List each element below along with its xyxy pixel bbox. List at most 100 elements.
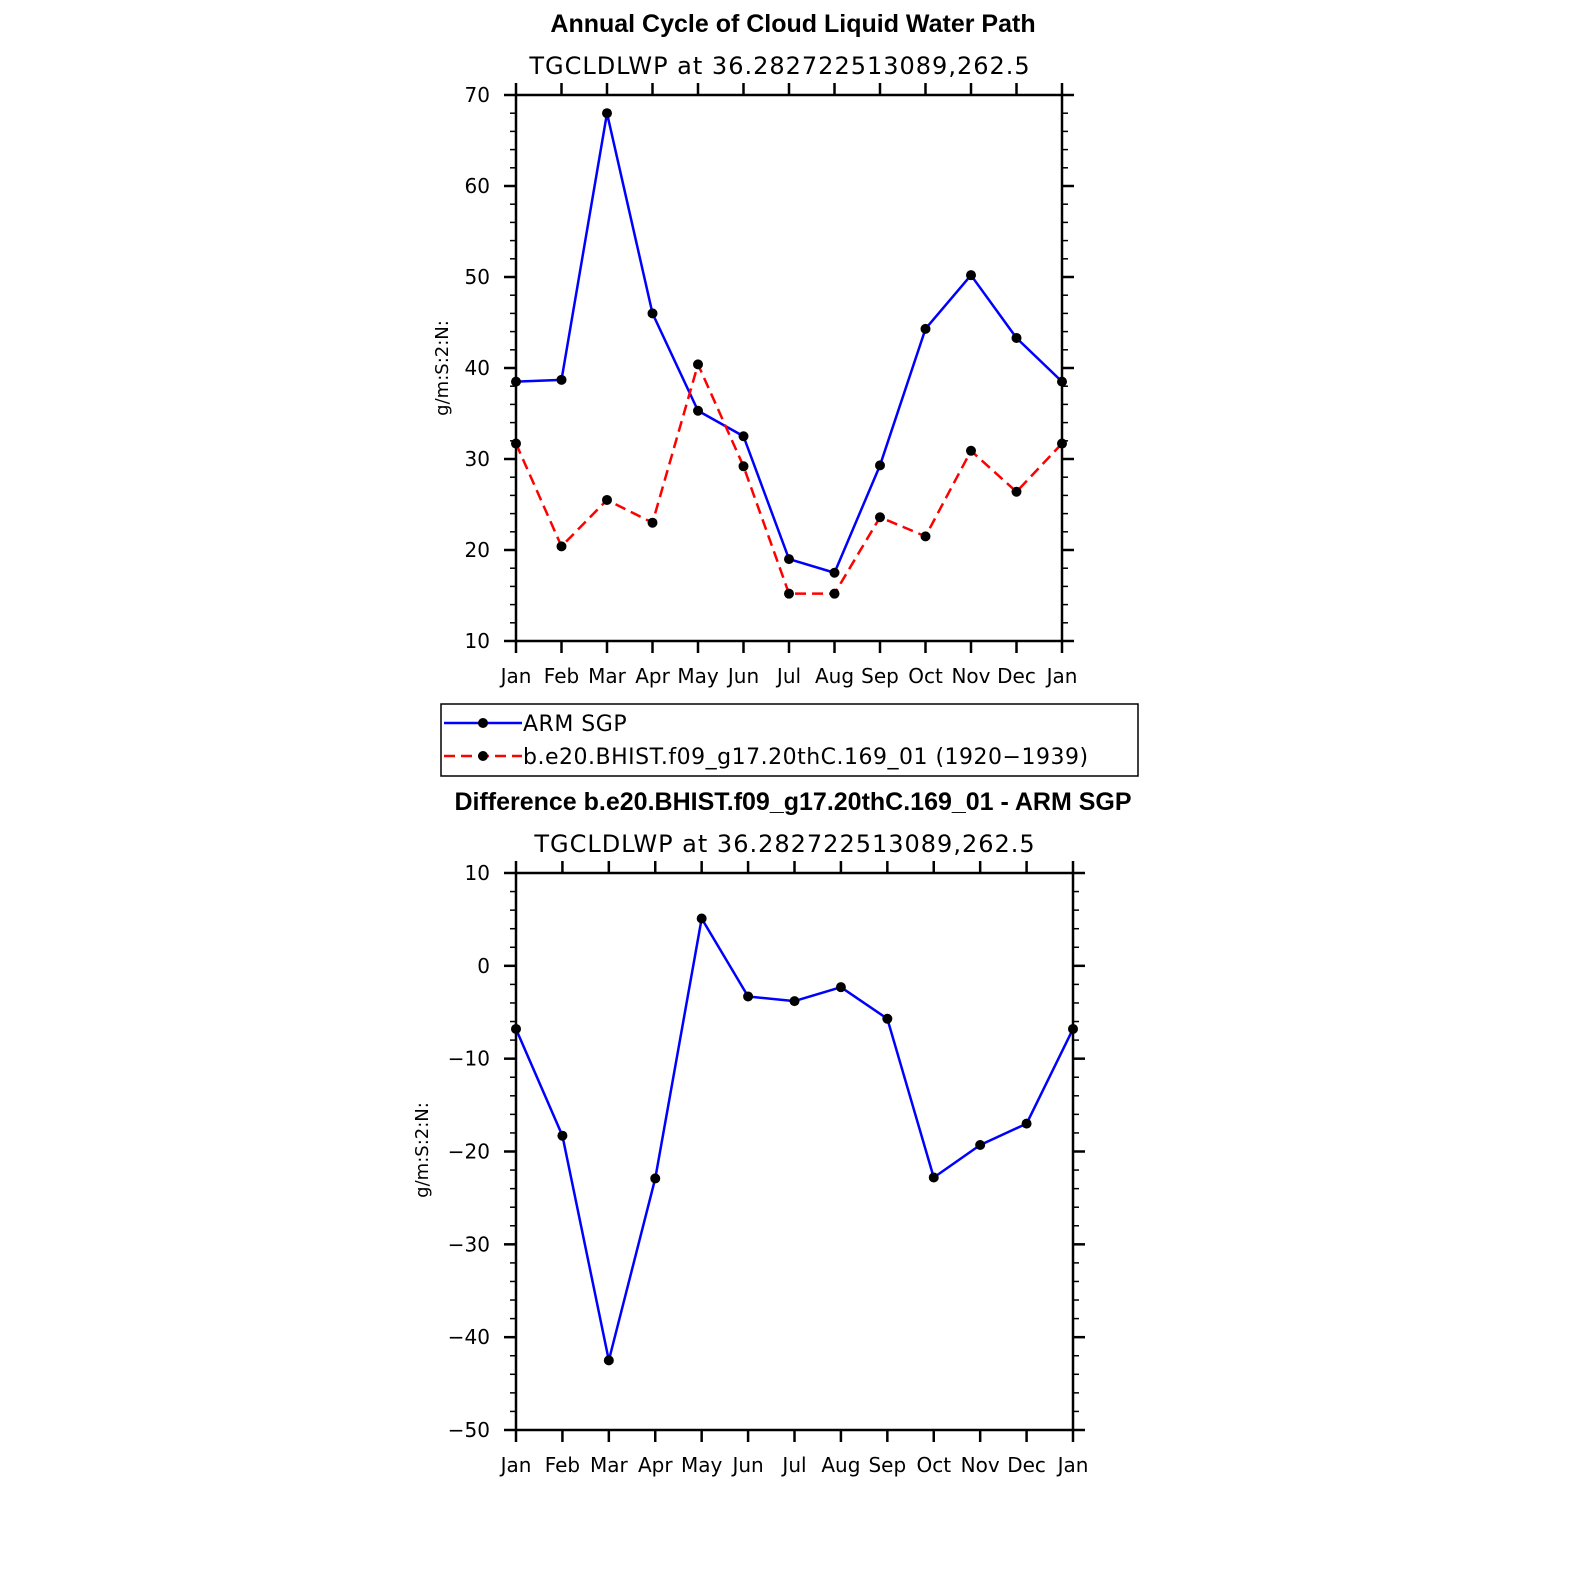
bottom-series-0-point: [743, 991, 754, 1002]
top-series-1-point: [784, 588, 794, 599]
bottom-x-tick-label: Oct: [916, 1453, 951, 1477]
top-x-tick-label: Jan: [1045, 664, 1078, 688]
top-series-1-point: [511, 438, 521, 449]
top-x-tick-label: May: [677, 664, 719, 688]
bottom-series-line-0: [514, 917, 1075, 1362]
bottom-x-tick-label: Jan: [1056, 1453, 1089, 1477]
bottom-x-tick-label: Jun: [730, 1453, 763, 1477]
bottom-series-0-point: [511, 1023, 521, 1034]
top-chart-subtitle: TGCLDLWP at 36.282722513089,262.5: [528, 52, 1030, 80]
annual-cycle-panel: Annual Cycle of Cloud Liquid Water Path …: [432, 10, 1077, 688]
top-series-0-point: [920, 323, 931, 334]
bottom-series-0-point: [650, 1173, 661, 1184]
top-series-1-point: [875, 512, 885, 523]
bottom-y-tick-label: −40: [448, 1325, 490, 1349]
top-x-tick-label: Feb: [544, 664, 579, 688]
bottom-y-axis-label: g/m:S:2:N:: [412, 1102, 433, 1198]
top-series-0-point: [829, 567, 840, 578]
top-y-tick-label: 10: [465, 629, 490, 653]
legend-label-model: b.e20.BHIST.f09_g17.20thC.169_01 (1920−1…: [523, 745, 1089, 770]
bottom-series-0-point: [1021, 1118, 1032, 1129]
top-series-1-point: [966, 445, 976, 456]
top-series-0-point: [1057, 376, 1067, 387]
bottom-y-tick-label: 10: [465, 861, 490, 885]
bottom-y-tick-label: −10: [448, 1047, 490, 1071]
top-x-tick-label: Aug: [815, 664, 854, 688]
top-x-tick-label: Nov: [951, 664, 990, 688]
bottom-x-tick-label: Jan: [499, 1453, 532, 1477]
top-x-tick-label: Dec: [997, 664, 1036, 688]
bottom-chart-subtitle: TGCLDLWP at 36.282722513089,262.5: [533, 830, 1035, 858]
top-y-tick-label: 70: [465, 83, 490, 107]
bottom-series-0-point: [1068, 1023, 1078, 1034]
legend-marker-arm-sgp: [478, 718, 488, 728]
legend-box: [440, 703, 1139, 777]
bottom-series-0-point: [975, 1140, 986, 1151]
bottom-x-tick-label: Dec: [1007, 1453, 1046, 1477]
top-series-0-point: [647, 308, 658, 319]
bottom-y-tick-label: −30: [448, 1232, 490, 1256]
bottom-x-tick-label: May: [681, 1453, 723, 1477]
top-axis-ticks: Jan Feb Mar Apr May Jun Jul Aug Sep Oct Nov Dec Jan 1…: [465, 83, 1078, 688]
bottom-y-tick-label: −20: [448, 1140, 490, 1164]
bottom-series-0-point: [789, 996, 800, 1007]
top-series-0-point: [875, 460, 885, 471]
bottom-y-tick-label: 0: [477, 954, 490, 978]
top-series-line-0: [515, 111, 1063, 574]
top-series-0-point: [602, 108, 612, 119]
bottom-series-0-point: [882, 1013, 893, 1024]
top-series-0-point: [784, 554, 794, 565]
legend-marker-model: [478, 751, 488, 761]
top-x-tick-label: Mar: [588, 664, 627, 688]
bottom-x-tick-label: Mar: [590, 1453, 629, 1477]
bottom-series-0-point: [696, 913, 707, 924]
top-x-tick-label: Jan: [499, 664, 532, 688]
top-y-tick-label: 50: [465, 265, 490, 289]
top-series-1-point: [920, 531, 931, 542]
top-series-0-point: [511, 376, 521, 387]
top-series-0-point: [738, 431, 749, 442]
bottom-series-0-point: [835, 982, 846, 993]
bottom-axis-ticks: Jan Feb Mar Apr May Jun Jul Aug Sep Oct Nov Dec Jan−…: [448, 861, 1089, 1477]
top-chart-title: Annual Cycle of Cloud Liquid Water Path: [550, 10, 1035, 38]
bottom-chart-title: Difference b.e20.BHIST.f09_g17.20thC.169…: [454, 788, 1131, 816]
top-series-0-point: [1011, 332, 1022, 343]
top-series-1-point: [647, 517, 658, 528]
bottom-x-tick-label: Nov: [961, 1453, 1000, 1477]
bottom-series-group: [511, 913, 1078, 1366]
bottom-series-0-point: [603, 1355, 614, 1366]
legend-label-arm-sgp: ARM SGP: [523, 712, 627, 737]
bottom-x-tick-label: Aug: [821, 1453, 860, 1477]
top-y-tick-label: 30: [465, 447, 490, 471]
top-x-tick-label: Oct: [908, 664, 943, 688]
bottom-series-0-point: [928, 1172, 939, 1183]
top-series-1-point: [738, 461, 749, 472]
bottom-series-0-point: [557, 1130, 568, 1141]
top-y-axis-label: g/m:S:2:N:: [432, 320, 453, 416]
top-series-1-point: [556, 541, 567, 552]
top-series-group: [511, 108, 1067, 599]
top-series-0-point: [966, 270, 976, 281]
top-series-1-point: [1011, 486, 1022, 497]
difference-panel: Difference b.e20.BHIST.f09_g17.20thC.169…: [412, 788, 1132, 1477]
top-x-tick-label: Jul: [775, 664, 801, 688]
top-series-1-point: [693, 359, 703, 370]
top-x-tick-label: Sep: [861, 664, 899, 688]
bottom-x-tick-label: Feb: [545, 1453, 580, 1477]
top-x-tick-label: Apr: [635, 664, 670, 688]
bottom-x-tick-label: Sep: [868, 1453, 906, 1477]
top-y-tick-label: 60: [465, 174, 490, 198]
legend: ARM SGP b.e20.BHIST.f09_g17.20thC.169_01…: [440, 703, 1139, 777]
top-series-1-point: [1057, 438, 1067, 449]
top-series-0-point: [693, 405, 703, 416]
bottom-y-tick-label: −50: [448, 1418, 490, 1442]
bottom-x-tick-label: Jul: [780, 1453, 806, 1477]
top-x-tick-label: Jun: [726, 664, 759, 688]
top-y-tick-label: 40: [465, 356, 490, 380]
bottom-plot-frame: [514, 871, 1075, 1432]
top-series-0-point: [556, 374, 567, 385]
top-series-1-point: [829, 588, 840, 599]
top-series-1-point: [602, 494, 612, 505]
top-y-tick-label: 20: [465, 538, 490, 562]
